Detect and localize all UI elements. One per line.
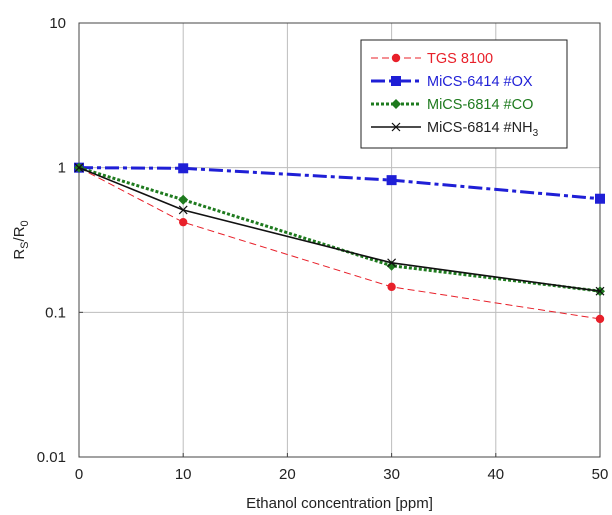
x-marker-stroke — [595, 286, 605, 296]
x-tick-label: 50 — [592, 466, 609, 483]
y-tick-label: 0.01 — [37, 449, 66, 466]
legend-item: TGS 8100 — [371, 51, 493, 67]
data-point — [387, 258, 397, 268]
legend-label: TGS 8100 — [427, 51, 493, 67]
y-axis-label-sub1: S — [19, 241, 31, 248]
data-point — [179, 217, 188, 227]
x-tick-label: 10 — [175, 466, 192, 483]
data-point — [595, 314, 605, 324]
legend-label: MiCS-6814 #NH3 — [427, 120, 539, 139]
y-axis-ticks: 0.01 0.1 1 10 — [37, 15, 83, 466]
x-tick-label: 0 — [75, 466, 83, 483]
x-axis-ticks: 0 10 20 30 40 50 — [75, 453, 609, 483]
data-point — [387, 282, 396, 292]
plot-area — [78, 22, 601, 458]
data-point — [386, 175, 397, 186]
data-point — [595, 193, 605, 204]
data-point — [178, 163, 189, 174]
data-point — [74, 163, 84, 173]
y-tick-label: 0.1 — [45, 304, 66, 321]
y-axis-label: RS/R0 — [11, 220, 31, 259]
x-tick-label: 40 — [487, 466, 504, 483]
x-tick-label: 20 — [279, 466, 296, 483]
legend: TGS 8100 MiCS-6414 #OX MiCS-6814 #CO MiCS-6… — [360, 39, 568, 149]
series-line — [78, 166, 601, 293]
legend-item: MiCS-6814 #NH3 — [371, 120, 539, 139]
series-line — [78, 166, 601, 201]
data-point — [178, 194, 189, 205]
legend-label: MiCS-6814 #CO — [427, 97, 533, 113]
series-line — [78, 167, 601, 320]
x-tick-label: 30 — [383, 466, 400, 483]
x-marker-stroke — [74, 163, 84, 173]
y-axis-label-main: R — [11, 249, 28, 260]
series-4 — [74, 163, 605, 296]
y-axis-label-sub2: 0 — [19, 220, 31, 226]
legend-marker — [391, 53, 401, 63]
series-3 — [74, 162, 605, 297]
series-1 — [74, 163, 605, 324]
x-marker-stroke — [387, 258, 397, 268]
x-axis-label: Ethanol concentration [ppm] — [246, 495, 433, 512]
legend-label: MiCS-6414 #OX — [427, 74, 533, 90]
y-axis-label-sep: /R — [11, 226, 28, 241]
legend-marker — [391, 76, 401, 86]
x-marker-stroke — [178, 205, 188, 215]
y-tick-label: 10 — [49, 15, 66, 32]
legend-marker — [391, 99, 401, 109]
legend-item: MiCS-6814 #CO — [371, 97, 533, 113]
x-marker-stroke — [391, 122, 401, 132]
series-line — [78, 166, 601, 292]
data-point — [178, 205, 188, 215]
legend-item: MiCS-6414 #OX — [371, 74, 533, 90]
series-layer — [74, 162, 605, 324]
data-point — [595, 286, 605, 296]
legend-marker — [391, 122, 401, 132]
y-tick-label: 1 — [58, 160, 66, 177]
